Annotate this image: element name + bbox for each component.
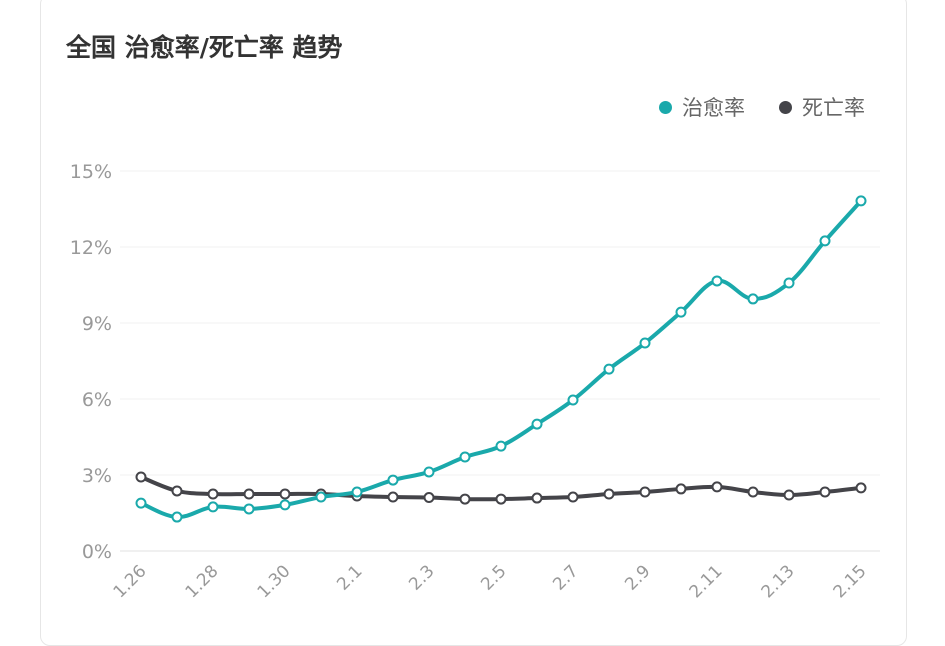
data-point-death (423, 492, 435, 504)
data-point-death (495, 493, 507, 505)
x-tick-label: 2.1 (333, 561, 366, 594)
legend-dot-death (779, 100, 792, 114)
data-point-death (531, 492, 543, 504)
x-tick-label: 2.15 (830, 561, 871, 602)
y-tick-label: 6% (82, 389, 112, 411)
data-point-cure (639, 337, 651, 349)
data-point-death (783, 489, 795, 501)
data-point-cure (423, 466, 435, 478)
data-point-death (747, 486, 759, 498)
data-point-cure (747, 293, 759, 305)
chart-title: 全国 治愈率/死亡率 趋势 (66, 33, 343, 62)
x-tick-label: 2.3 (405, 561, 438, 594)
x-tick-label: 1.28 (182, 561, 223, 602)
data-point-cure (387, 474, 399, 486)
x-tick-label: 2.11 (686, 561, 727, 602)
data-point-death (243, 488, 255, 500)
data-point-cure (243, 503, 255, 515)
data-point-death (387, 491, 399, 503)
data-point-cure (135, 497, 147, 509)
data-point-cure (207, 501, 219, 513)
data-point-cure (855, 195, 867, 207)
y-tick-label: 9% (82, 313, 112, 335)
data-point-death (711, 481, 723, 493)
data-point-death (567, 491, 579, 503)
data-point-death (279, 488, 291, 500)
data-point-cure (171, 511, 183, 523)
y-tick-label: 15% (70, 161, 112, 183)
series-line-cure (140, 199, 863, 520)
data-point-death (639, 486, 651, 498)
data-point-cure (351, 486, 363, 498)
y-tick-label: 0% (82, 541, 112, 563)
legend-label-death: 死亡率 (802, 96, 865, 120)
data-point-cure (819, 235, 831, 247)
data-point-death (855, 482, 867, 494)
data-point-death (135, 471, 147, 483)
x-tick-label: 2.13 (758, 561, 799, 602)
data-point-cure (531, 418, 543, 430)
data-point-death (459, 493, 471, 505)
y-tick-label: 3% (82, 465, 112, 487)
x-tick-label: 2.7 (549, 561, 582, 594)
data-point-death (819, 486, 831, 498)
data-point-cure (279, 499, 291, 511)
x-tick-label: 2.5 (477, 561, 510, 594)
data-point-cure (603, 363, 615, 375)
data-point-cure (495, 440, 507, 452)
data-point-cure (711, 275, 723, 287)
line-chart: 0% 3% 6% 9% 12% 15% 1.26 1.28 1.30 2.1 2.3 2.5 2.7 2.… (70, 161, 880, 602)
data-point-cure (315, 491, 327, 503)
data-point-cure (675, 306, 687, 318)
x-tick-label: 1.26 (110, 561, 151, 602)
legend-item-cure[interactable]: 治愈率 (659, 92, 745, 122)
data-point-cure (783, 277, 795, 289)
x-tick-label: 1.30 (254, 561, 295, 602)
legend-item-death[interactable]: 死亡率 (779, 92, 865, 122)
data-point-death (675, 483, 687, 495)
legend-label-cure: 治愈率 (682, 96, 745, 120)
data-point-death (207, 488, 219, 500)
legend-dot-cure (659, 100, 672, 114)
data-point-cure (567, 394, 579, 406)
data-point-cure (459, 451, 471, 463)
data-point-death (603, 488, 615, 500)
data-point-death (171, 485, 183, 497)
legend: 治愈率 死亡率 (659, 92, 865, 122)
y-tick-label: 12% (70, 237, 112, 259)
x-tick-label: 2.9 (621, 561, 654, 594)
